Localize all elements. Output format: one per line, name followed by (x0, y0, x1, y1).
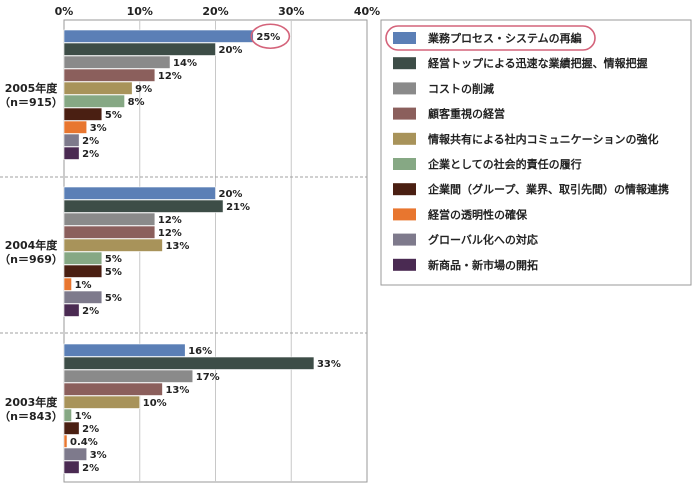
legend-swatch (393, 233, 416, 246)
legend-label: コストの削減 (428, 81, 494, 95)
data-label: 9% (135, 84, 152, 95)
bar (63, 356, 315, 370)
data-label: 5% (105, 267, 122, 278)
bar (63, 421, 80, 435)
data-label: 5% (105, 293, 122, 304)
bar (63, 460, 80, 474)
x-tick-label: 30% (278, 5, 304, 18)
legend-swatch (393, 57, 416, 70)
group-label: 2003年度 (5, 395, 59, 409)
bar (63, 290, 103, 304)
data-label: 33% (317, 359, 341, 370)
legend-label: 経営の透明性の確保 (428, 207, 528, 221)
data-label: 8% (128, 97, 145, 108)
data-label: 2% (82, 463, 99, 474)
x-tick-label: 10% (127, 5, 153, 18)
legend: 業務プロセス・システムの再編経営トップによる迅速な業績把握、情報把握コストの削減… (380, 19, 692, 286)
bar (63, 212, 156, 226)
bar (63, 94, 125, 108)
x-tick-label: 20% (202, 5, 228, 18)
data-label: 3% (90, 123, 107, 134)
bar (63, 199, 224, 213)
group-label: 2005年度 (5, 81, 59, 95)
bar (63, 395, 141, 409)
group-label-n: （n＝843） (0, 410, 63, 423)
group-label-n: （n＝915） (0, 96, 63, 109)
bar (63, 107, 103, 121)
bars-layer (63, 29, 315, 474)
data-label: 20% (219, 45, 243, 56)
data-label: 5% (105, 110, 122, 121)
legend-label: 顧客重視の経営 (428, 107, 505, 121)
legend-label: 業務プロセス・システムの再編 (427, 31, 582, 45)
data-label: 1% (75, 411, 92, 422)
legend-swatch (393, 132, 416, 145)
legend-swatch (393, 107, 416, 120)
data-label: 3% (90, 450, 107, 461)
highlight-ring (250, 23, 291, 50)
bar (63, 133, 80, 147)
data-label: 17% (196, 372, 220, 383)
data-label: 0.4% (70, 437, 98, 448)
legend-swatch (393, 208, 416, 221)
x-tick-label: 40% (354, 5, 380, 18)
legend-highlight (385, 25, 596, 51)
legend-label: グローバル化への対応 (428, 233, 538, 247)
bar (63, 264, 103, 278)
legend-swatch (393, 183, 416, 196)
bar (63, 343, 186, 357)
data-label: 13% (165, 385, 189, 396)
legend-swatch (393, 32, 416, 44)
bar (63, 29, 254, 43)
bar (63, 303, 80, 317)
legend-label: 企業としての社会的責任の履行 (427, 157, 582, 171)
bar (63, 238, 163, 252)
bar (63, 251, 103, 265)
bar (63, 68, 156, 82)
bar (63, 447, 88, 461)
legend-label: 企業間（グループ、業界、取引先間）の情報連携 (427, 182, 669, 196)
data-label: 2% (82, 424, 99, 435)
bar (63, 369, 194, 383)
data-label: 5% (105, 254, 122, 265)
data-label: 12% (158, 71, 182, 82)
data-label: 1% (75, 280, 92, 291)
bar (63, 382, 163, 396)
bar (63, 55, 171, 69)
data-label: 2% (82, 136, 99, 147)
bar (63, 408, 72, 422)
legend-swatch (393, 258, 416, 271)
data-label: 16% (188, 346, 212, 357)
bar (63, 277, 72, 291)
bar (63, 120, 88, 134)
data-label: 13% (165, 241, 189, 252)
legend-label: 新商品・新市場の開拓 (428, 258, 538, 272)
data-label: 25% (256, 32, 280, 43)
data-label: 12% (158, 215, 182, 226)
legend-swatch (393, 158, 416, 170)
data-label: 2% (82, 306, 99, 317)
data-label: 2% (82, 149, 99, 160)
bar (63, 146, 80, 160)
x-tick-label: 0% (55, 5, 74, 18)
legend-swatch (393, 82, 416, 95)
data-label: 20% (219, 189, 243, 200)
bar (63, 434, 68, 448)
group-label: 2004年度 (5, 238, 59, 252)
legend-label: 情報共有による社内コミュニケーションの強化 (428, 132, 658, 146)
group-label-n: （n＝969） (0, 253, 63, 266)
labels-layer: 0% 10% 20% 30% 40% 25% 20% 14% 12% 9% 8% 5% 3% 2% 2% 20… (0, 5, 380, 474)
data-label: 14% (173, 58, 197, 69)
data-label: 12% (158, 228, 182, 239)
bar (63, 186, 216, 200)
bar (63, 42, 216, 56)
legend-frame (380, 19, 692, 286)
data-label: 10% (143, 398, 167, 409)
bar (63, 81, 133, 95)
bar (63, 225, 156, 239)
data-label: 21% (226, 202, 250, 213)
legend-label: 経営トップによる迅速な業績把握、情報把握 (428, 56, 648, 70)
